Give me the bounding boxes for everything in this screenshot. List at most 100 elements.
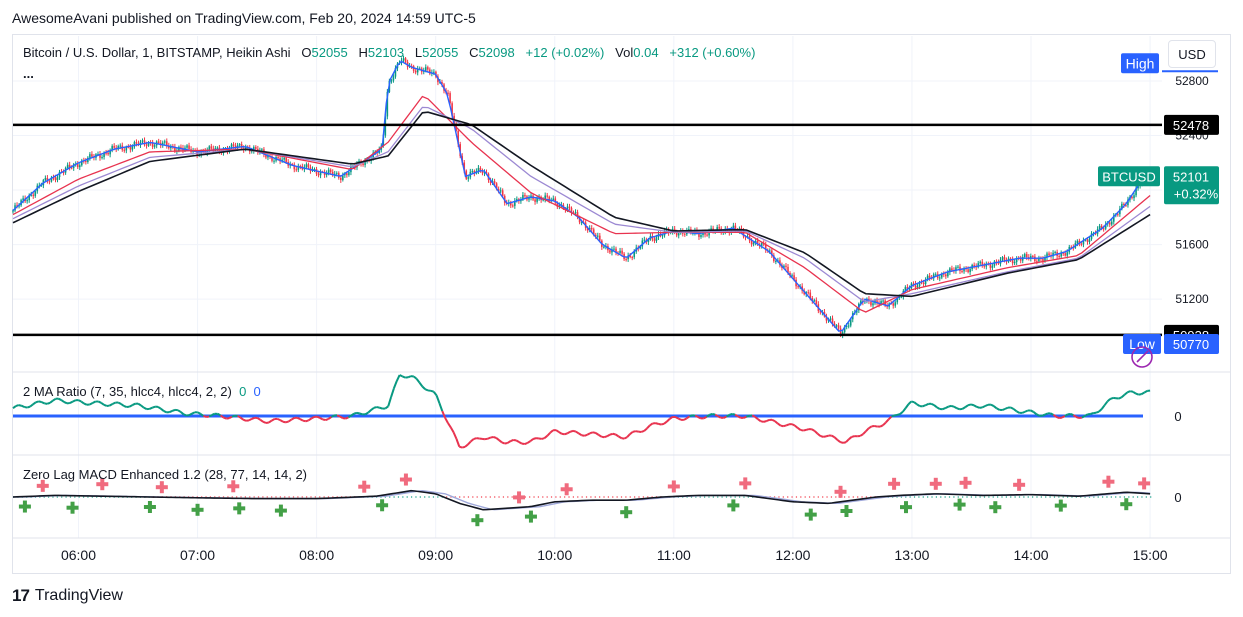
ratio-line-segment: [697, 416, 702, 420]
macd-histogram-bar: [804, 496, 806, 498]
macd-histogram-bar: [507, 496, 509, 498]
ratio-line-segment: [418, 382, 424, 388]
macd-histogram-bar: [1084, 496, 1086, 498]
ratio-line-segment: [131, 402, 136, 406]
candle-body: [210, 146, 213, 149]
macd-histogram-bar: [1036, 496, 1038, 498]
ratio-line-segment: [780, 424, 784, 428]
candle-body: [91, 154, 93, 157]
candle-body: [133, 142, 136, 147]
x-tick-label: 07:00: [180, 547, 215, 563]
macd-histogram-bar: [87, 496, 89, 498]
ratio-line-segment: [424, 388, 429, 392]
legend-more-button[interactable]: ...: [23, 66, 34, 81]
candle-body: [570, 207, 573, 213]
macd-histogram-bar: [1132, 496, 1134, 498]
candle-body: [754, 240, 757, 243]
macd-histogram-bar: [1066, 496, 1069, 498]
candle-body: [34, 191, 37, 196]
ratio-line-segment: [569, 429, 574, 433]
ratio-line-segment: [649, 422, 654, 427]
ratio-line-segment: [109, 403, 113, 407]
ratio-line-segment: [882, 421, 887, 427]
ratio-line-segment: [376, 406, 380, 409]
candle-body: [307, 164, 310, 168]
ratio-line-segment: [24, 406, 28, 409]
candle-body: [764, 244, 767, 250]
close-label: C: [469, 45, 479, 60]
sell-signal-cross: [888, 477, 901, 490]
replay-icon[interactable]: [1131, 346, 1153, 368]
ratio-line-segment: [865, 427, 870, 433]
macd-histogram-bar: [647, 496, 649, 498]
ratio-line-segment: [35, 400, 39, 404]
ratio-line-segment: [117, 401, 122, 405]
candle-body: [493, 181, 496, 184]
level-upper-badge: [1164, 114, 1219, 135]
candle-body: [40, 185, 43, 187]
candle-body: [552, 198, 555, 201]
ratio-line-segment: [743, 415, 747, 419]
macd-histogram-bar: [1071, 496, 1073, 498]
sell-signal-cross: [834, 485, 847, 498]
macd-histogram-bar: [607, 496, 609, 498]
ratio-line-segment: [839, 441, 844, 444]
ratio-line-segment: [163, 410, 167, 414]
candle-body: [580, 222, 583, 224]
ratio-line-segment: [589, 431, 594, 435]
macd-histogram-bar: [778, 496, 780, 498]
ratio-line-segment: [97, 400, 102, 404]
symbol-name[interactable]: Bitcoin / U.S. Dollar, 1, BITSTAMP, Heik…: [23, 45, 291, 60]
candle-body: [548, 196, 551, 201]
ratio-line-segment: [598, 434, 602, 438]
macd-histogram-bar: [590, 496, 592, 498]
macd-histogram-bar: [1101, 496, 1104, 498]
ratio-line-segment: [41, 401, 45, 405]
candle-body: [230, 144, 233, 149]
ratio-line-segment: [203, 414, 207, 418]
buy-signal-cross-v: [904, 501, 909, 514]
ratio-line-segment: [288, 418, 293, 423]
ratio-line-segment: [546, 431, 552, 437]
ratio-line-segment: [1121, 394, 1126, 399]
buy-signal-cross: [953, 498, 966, 511]
buy-signal-cross: [1054, 499, 1067, 512]
ratio-line-segment: [461, 445, 466, 449]
buy-signal-cross-v: [528, 510, 533, 523]
tradingview-logo[interactable]: 17 TradingView: [12, 586, 123, 606]
candle-body: [141, 140, 144, 142]
candle-body: [1058, 256, 1060, 258]
candle-body: [870, 301, 872, 306]
grid-lines: [13, 36, 1162, 538]
candle-body: [22, 198, 24, 201]
macd-histogram-bar: [992, 496, 994, 498]
symbol-legend: Bitcoin / U.S. Dollar, 1, BITSTAMP, Heik…: [23, 45, 755, 60]
candle-body: [1011, 259, 1014, 264]
macd-label[interactable]: Zero Lag MACD Enhanced 1.2 (28, 77, 14, …: [23, 467, 308, 482]
ratio-line-segment: [316, 415, 321, 419]
buy-signal-cross: [1120, 498, 1133, 511]
ma-ratio-label[interactable]: 2 MA Ratio (7, 35, hlcc4, hlcc4, 2, 2): [23, 384, 232, 399]
candle-body: [78, 165, 81, 168]
ratio-line-segment: [677, 417, 682, 421]
candle-body: [483, 172, 486, 174]
ratio-line-segment: [901, 407, 907, 413]
macd-histogram-bar: [634, 496, 636, 498]
ratio-line-segment: [103, 403, 108, 407]
macd-legend: Zero Lag MACD Enhanced 1.2 (28, 77, 14, …: [23, 467, 307, 482]
candle-body: [1009, 258, 1012, 260]
buy-signal-cross-v: [808, 508, 813, 521]
sell-signal-cross-v: [100, 478, 105, 491]
ratio-line-segment: [237, 415, 241, 419]
ratio-line-segment: [327, 416, 332, 420]
macd-histogram-bar: [537, 496, 540, 498]
macd-histogram-bar: [730, 496, 732, 498]
ratio-line-segment: [504, 441, 508, 445]
currency-button[interactable]: USD: [1168, 40, 1216, 68]
ratio-line-segment: [72, 399, 76, 403]
ma-ratio-value-2: 0: [253, 384, 261, 399]
candle-body: [329, 169, 332, 172]
macd-histogram-bar: [620, 496, 623, 498]
ratio-line-segment: [922, 404, 926, 408]
